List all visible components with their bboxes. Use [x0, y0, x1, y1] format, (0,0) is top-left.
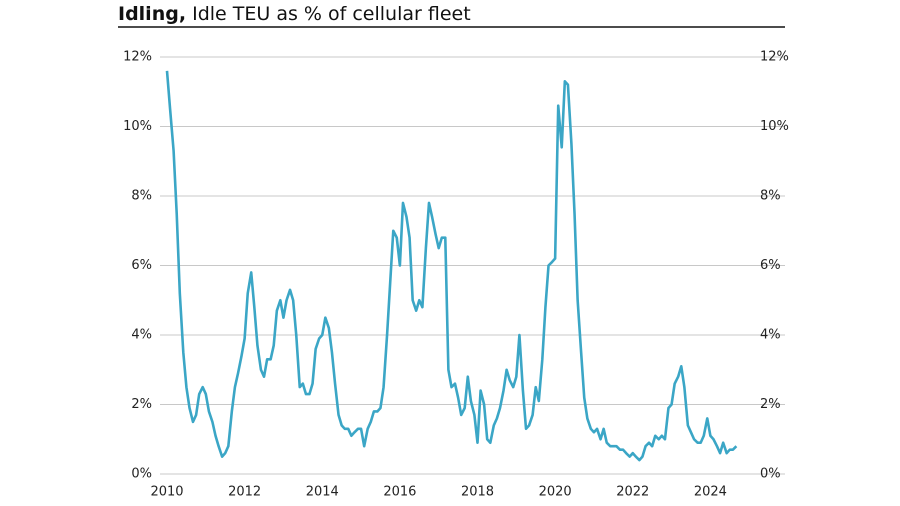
x-tick-label: 2016 [383, 485, 416, 500]
y2-tick-label: 6% [760, 258, 781, 273]
x-tick-label: 2024 [694, 485, 727, 500]
y-tick-label: 2% [131, 397, 152, 412]
data-line [165, 70, 738, 462]
y-tick-label: 0% [131, 467, 152, 482]
y2-tick-label: 2% [760, 397, 781, 412]
title-text: Idle TEU as % of cellular fleet [192, 3, 471, 25]
x-tick-label: 2022 [616, 485, 649, 500]
chart-title: Idling, Idle TEU as % of cellular fleet [118, 3, 471, 25]
y2-tick-label: 4% [760, 328, 781, 343]
x-tick-label: 2018 [461, 485, 494, 500]
y-tick-label: 8% [131, 189, 152, 204]
y-tick-label: 6% [131, 258, 152, 273]
y-tick-label: 4% [131, 328, 152, 343]
y-tick-label: 12% [123, 50, 152, 65]
title-bold: Idling, [118, 3, 186, 25]
y2-tick-label: 8% [760, 189, 781, 204]
y2-tick-label: 0% [760, 467, 781, 482]
y2-tick-label: 10% [760, 119, 789, 134]
y-tick-label: 10% [123, 119, 152, 134]
y2-tick-label: 12% [760, 50, 789, 65]
x-tick-label: 2010 [150, 485, 183, 500]
x-tick-label: 2012 [228, 485, 261, 500]
x-tick-label: 2014 [306, 485, 339, 500]
x-tick-label: 2020 [539, 485, 572, 500]
